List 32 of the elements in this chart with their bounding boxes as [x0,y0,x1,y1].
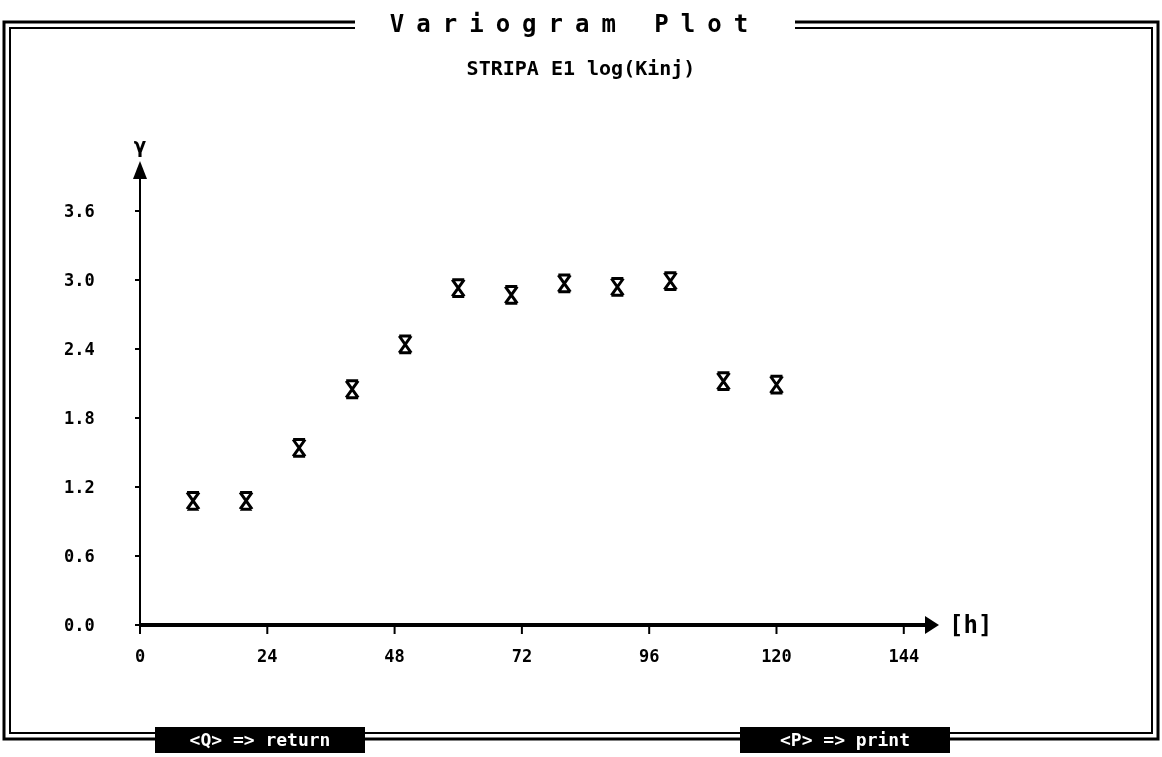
y-tick-label: 0.0 [64,614,95,635]
x-tick-label: 48 [384,646,405,666]
point [556,273,572,294]
x-tick-label: 72 [511,646,533,666]
point [503,285,519,305]
x-tick-label: 120 [761,646,792,666]
text: <Q> => return [189,729,331,750]
y-axis-title: γ [133,133,147,158]
x-tick-label: 144 [888,646,920,666]
y-tick-label: 1.8 [64,407,95,428]
point [291,438,307,458]
point [185,490,201,511]
point [397,334,413,355]
y-tick-label: 3.6 [64,200,95,221]
y-tick-label: 3.0 [64,269,95,290]
point [662,271,678,292]
chart-subtitle: STRIPA E1 log(Kinj) [466,56,696,80]
chart-title: Variogram Plot [389,10,761,38]
point [238,490,254,511]
text: <P> => print [779,729,911,750]
point [344,379,360,400]
y-tick-label: 0.6 [64,545,95,566]
point [450,278,466,298]
x-tick-label: 0 [134,646,146,666]
x-axis-title: [h] [949,611,993,640]
point [609,277,625,297]
y-tick-label: 1.2 [64,476,95,497]
y-tick-label: 2.4 [64,338,95,359]
point [715,371,731,392]
x-tick-label: 96 [638,646,660,666]
x-tick-label: 24 [257,646,278,666]
point [768,374,784,395]
